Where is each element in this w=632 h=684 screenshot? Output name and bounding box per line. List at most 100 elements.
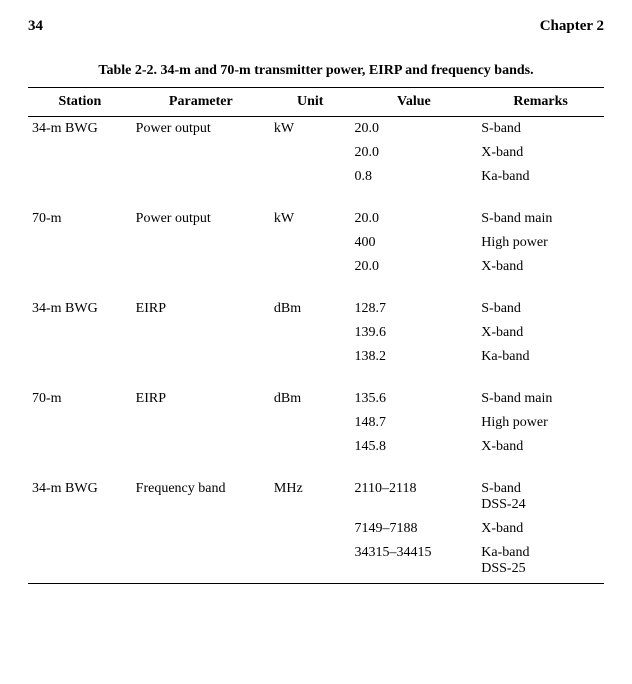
cell-parameter: Power output — [132, 189, 270, 231]
cell-parameter — [132, 321, 270, 345]
chapter-label: Chapter 2 — [540, 18, 604, 35]
table-row: 139.6X-band — [28, 321, 604, 345]
cell-remarks: High power — [477, 231, 604, 255]
cell-parameter — [132, 541, 270, 584]
cell-unit — [270, 165, 351, 189]
col-header-unit: Unit — [270, 88, 351, 117]
cell-remarks: Ka-band — [477, 345, 604, 369]
cell-unit — [270, 321, 351, 345]
cell-station — [28, 517, 132, 541]
cell-unit — [270, 345, 351, 369]
table-row: 70-mPower outputkW20.0S-band main — [28, 189, 604, 231]
cell-unit: dBm — [270, 279, 351, 321]
cell-value: 128.7 — [351, 279, 478, 321]
cell-station — [28, 435, 132, 459]
cell-value: 20.0 — [351, 141, 478, 165]
col-header-remarks: Remarks — [477, 88, 604, 117]
table-row: 0.8Ka-band — [28, 165, 604, 189]
cell-remarks: S-band — [477, 117, 604, 142]
cell-remarks: S-band — [477, 279, 604, 321]
cell-parameter — [132, 165, 270, 189]
cell-parameter — [132, 517, 270, 541]
page: 34 Chapter 2 Table 2-2. 34-m and 70-m tr… — [0, 0, 632, 608]
cell-station: 70-m — [28, 369, 132, 411]
cell-station — [28, 411, 132, 435]
cell-remarks: X-band — [477, 255, 604, 279]
cell-parameter — [132, 231, 270, 255]
cell-station: 34-m BWG — [28, 279, 132, 321]
cell-value: 138.2 — [351, 345, 478, 369]
cell-remarks: X-band — [477, 517, 604, 541]
cell-unit: kW — [270, 117, 351, 142]
cell-value: 148.7 — [351, 411, 478, 435]
cell-parameter: EIRP — [132, 279, 270, 321]
cell-unit: MHz — [270, 459, 351, 517]
cell-station — [28, 231, 132, 255]
cell-station — [28, 165, 132, 189]
cell-station — [28, 541, 132, 584]
table-header-row: Station Parameter Unit Value Remarks — [28, 88, 604, 117]
table-row: 145.8X-band — [28, 435, 604, 459]
cell-remarks: X-band — [477, 435, 604, 459]
cell-value: 145.8 — [351, 435, 478, 459]
table-row: 7149–7188X-band — [28, 517, 604, 541]
cell-remarks: X-band — [477, 321, 604, 345]
cell-station: 34-m BWG — [28, 117, 132, 142]
cell-unit — [270, 517, 351, 541]
cell-remarks: S-band main — [477, 189, 604, 231]
table-row: 20.0X-band — [28, 141, 604, 165]
cell-unit — [270, 255, 351, 279]
table-body: 34-m BWGPower outputkW20.0S-band20.0X-ba… — [28, 117, 604, 584]
cell-parameter: Power output — [132, 117, 270, 142]
table-row: 148.7High power — [28, 411, 604, 435]
table-row: 138.2Ka-band — [28, 345, 604, 369]
cell-remarks: Ka-band — [477, 165, 604, 189]
data-table: Station Parameter Unit Value Remarks 34-… — [28, 87, 604, 584]
cell-station — [28, 255, 132, 279]
cell-parameter — [132, 435, 270, 459]
cell-value: 0.8 — [351, 165, 478, 189]
cell-unit — [270, 411, 351, 435]
table-caption: Table 2-2. 34-m and 70-m transmitter pow… — [28, 63, 604, 79]
cell-value: 20.0 — [351, 117, 478, 142]
table-row: 34-m BWGPower outputkW20.0S-band — [28, 117, 604, 142]
table-row: 20.0X-band — [28, 255, 604, 279]
cell-unit — [270, 141, 351, 165]
cell-station: 70-m — [28, 189, 132, 231]
cell-station: 34-m BWG — [28, 459, 132, 517]
col-header-parameter: Parameter — [132, 88, 270, 117]
page-header: 34 Chapter 2 — [28, 18, 604, 35]
cell-parameter — [132, 411, 270, 435]
cell-parameter: Frequency band — [132, 459, 270, 517]
cell-unit: dBm — [270, 369, 351, 411]
cell-remarks: X-band — [477, 141, 604, 165]
page-number: 34 — [28, 18, 43, 35]
cell-remarks: S-band main — [477, 369, 604, 411]
cell-remarks: High power — [477, 411, 604, 435]
cell-value: 139.6 — [351, 321, 478, 345]
cell-station — [28, 141, 132, 165]
table-row: 400High power — [28, 231, 604, 255]
cell-unit — [270, 541, 351, 584]
cell-remarks: S-bandDSS-24 — [477, 459, 604, 517]
cell-unit — [270, 435, 351, 459]
cell-value: 135.6 — [351, 369, 478, 411]
cell-parameter — [132, 255, 270, 279]
col-header-value: Value — [351, 88, 478, 117]
table-row: 70-mEIRPdBm135.6S-band main — [28, 369, 604, 411]
cell-unit — [270, 231, 351, 255]
cell-remarks: Ka-bandDSS-25 — [477, 541, 604, 584]
cell-value: 20.0 — [351, 189, 478, 231]
cell-parameter — [132, 345, 270, 369]
cell-parameter: EIRP — [132, 369, 270, 411]
table-row: 34315–34415Ka-bandDSS-25 — [28, 541, 604, 584]
cell-unit: kW — [270, 189, 351, 231]
cell-value: 7149–7188 — [351, 517, 478, 541]
cell-station — [28, 321, 132, 345]
cell-value: 400 — [351, 231, 478, 255]
col-header-station: Station — [28, 88, 132, 117]
cell-value: 34315–34415 — [351, 541, 478, 584]
cell-parameter — [132, 141, 270, 165]
cell-value: 20.0 — [351, 255, 478, 279]
cell-value: 2110–2118 — [351, 459, 478, 517]
